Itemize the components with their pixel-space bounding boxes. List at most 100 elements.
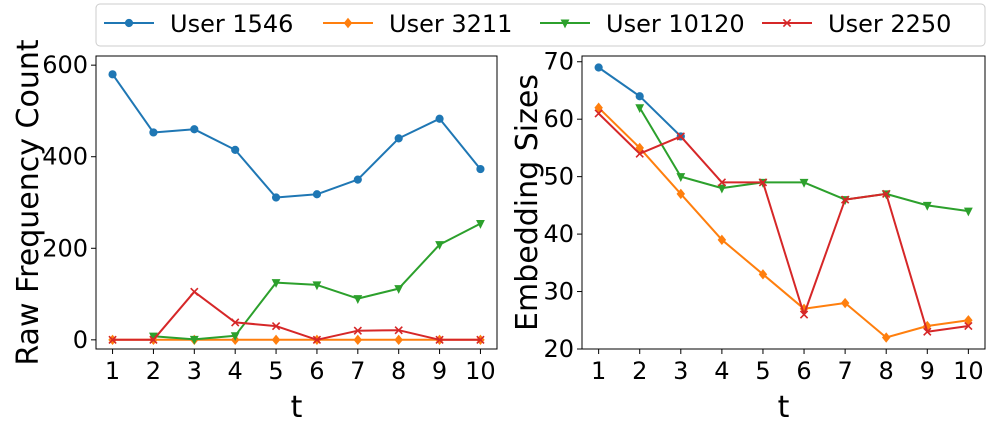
y-tick-label: 70 <box>543 48 574 76</box>
y-tick-label: 400 <box>42 143 88 171</box>
y-tick-label: 50 <box>543 163 574 191</box>
y-tick-label: 20 <box>543 335 574 363</box>
x-tick-label: 3 <box>673 357 688 385</box>
y-tick-label: 200 <box>42 234 88 262</box>
x-tick-label: 1 <box>591 357 606 385</box>
data-point <box>230 332 240 342</box>
y-tick-label: 30 <box>543 278 574 306</box>
series-user-3211 <box>594 102 973 343</box>
x-tick-label: 9 <box>432 357 447 385</box>
x-tick-label: 8 <box>391 357 406 385</box>
plot-frame <box>581 55 986 350</box>
data-point <box>149 335 158 345</box>
data-point <box>108 70 117 79</box>
legend-item: User 3211 <box>323 10 512 38</box>
data-point <box>353 295 363 304</box>
y-tick-label: 0 <box>73 326 88 354</box>
series-user-2250 <box>108 287 485 345</box>
data-point <box>394 334 403 346</box>
data-point <box>231 318 240 327</box>
data-point <box>635 149 644 158</box>
series-line <box>597 106 969 339</box>
legend-label: User 3211 <box>389 10 512 38</box>
data-point <box>271 279 281 288</box>
legend-frame <box>95 3 986 47</box>
data-point <box>594 102 603 113</box>
data-point <box>635 104 645 114</box>
x-tick-label: 10 <box>953 357 984 385</box>
data-point <box>271 334 281 346</box>
data-point <box>394 326 403 335</box>
series-line <box>111 73 482 199</box>
data-point <box>635 92 644 101</box>
data-point <box>190 125 199 134</box>
data-point <box>271 321 281 331</box>
data-point <box>594 63 603 72</box>
x-tick-label: 6 <box>796 357 811 385</box>
data-point <box>799 178 809 188</box>
y-tick-label: 600 <box>42 51 88 79</box>
left-chart-panel: 1 2 3 4 5 6 7 8 9 10 0 200 400 600 t Raw Frequency Coun… <box>11 39 498 425</box>
y-axis-label: Raw Frequency Count <box>11 39 46 365</box>
x-tick-label: 9 <box>920 357 935 385</box>
data-point <box>394 134 403 143</box>
data-point <box>799 310 809 319</box>
x-tick-label: 4 <box>228 357 243 385</box>
x-tick-label: 5 <box>268 357 283 385</box>
legend-item: User 1546 <box>104 10 293 38</box>
data-point <box>676 173 686 182</box>
data-point <box>312 335 322 345</box>
legend-marker <box>124 18 134 28</box>
x-tick-label: 2 <box>632 357 647 385</box>
data-point <box>353 326 362 335</box>
x-tick-label: 7 <box>350 357 365 385</box>
legend-label: User 10120 <box>606 10 745 38</box>
series-user-10120 <box>635 104 973 217</box>
data-point <box>840 297 850 309</box>
x-tick-label: 4 <box>714 357 729 385</box>
data-point <box>717 234 727 246</box>
data-point <box>758 178 768 187</box>
legend-label: User 2250 <box>828 10 951 38</box>
series-line <box>597 112 969 333</box>
legend: User 1546 User 3211 User 10120 User 2250 <box>95 3 986 47</box>
data-point <box>108 335 117 345</box>
plot-frame <box>95 55 498 350</box>
data-point <box>717 178 727 187</box>
data-point <box>149 128 158 137</box>
data-point <box>963 207 973 217</box>
data-point <box>189 335 199 345</box>
data-point <box>717 184 727 194</box>
data-point <box>271 193 281 202</box>
series-user-10120 <box>149 220 485 345</box>
data-point <box>231 145 240 154</box>
series-user-1546 <box>108 70 485 202</box>
legend-label: User 1546 <box>170 10 293 38</box>
data-point <box>922 201 932 211</box>
x-tick-label: 2 <box>146 357 161 385</box>
data-point <box>476 164 485 174</box>
x-tick-label: 8 <box>879 357 894 385</box>
y-tick-label: 60 <box>543 105 574 133</box>
x-axis-label: t <box>291 390 303 425</box>
data-point <box>353 334 363 346</box>
data-point <box>476 335 485 345</box>
data-point <box>964 321 973 331</box>
series-line <box>112 290 481 341</box>
data-point <box>394 285 404 294</box>
data-point <box>476 220 485 229</box>
y-axis-label: Embedding Sizes <box>510 74 545 331</box>
legend-marker <box>560 19 570 29</box>
series-user-1546 <box>594 63 685 141</box>
series-line <box>638 107 969 213</box>
x-tick-label: 6 <box>309 357 324 385</box>
data-point <box>758 269 768 280</box>
series-user-2250 <box>594 109 973 336</box>
data-point <box>676 132 685 141</box>
y-tick-label: 40 <box>543 220 574 248</box>
x-tick-label: 10 <box>465 357 496 385</box>
x-axis-label: t <box>778 390 790 425</box>
data-point <box>190 287 199 296</box>
data-point <box>840 195 850 204</box>
